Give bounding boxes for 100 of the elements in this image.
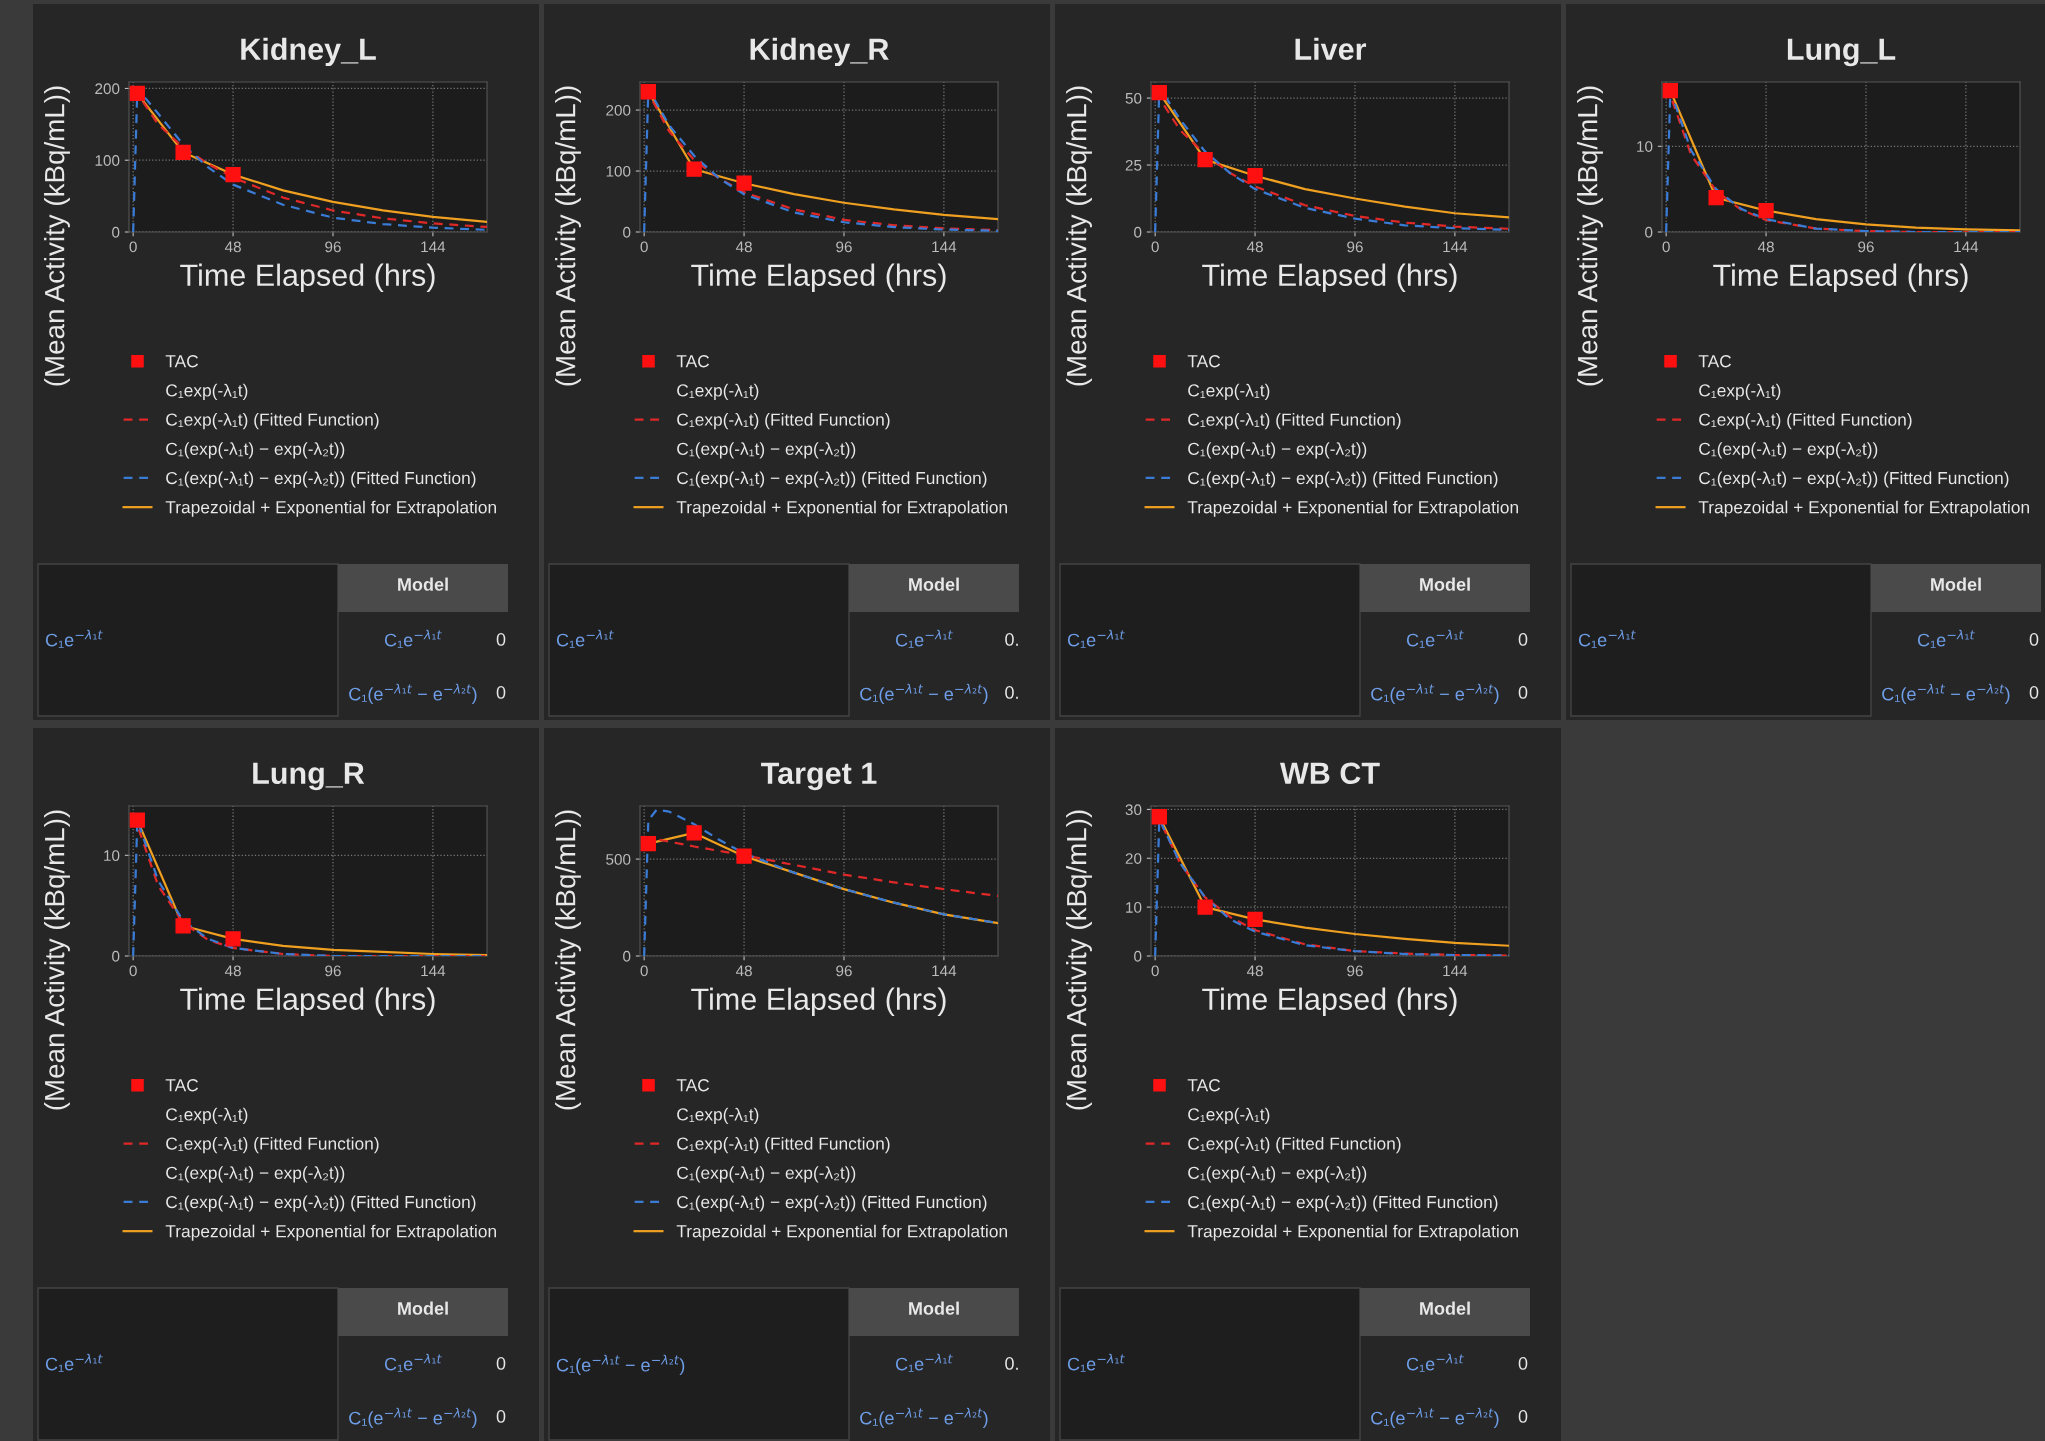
legend-label: Trapezoidal + Exponential for Extrapolation: [165, 500, 496, 517]
text: C₁e$^{−λ₁t}$: [384, 629, 442, 648]
point: [1197, 899, 1213, 915]
text: Model: [1931, 577, 1981, 591]
text: C₁(e$^{−λ₁t}$ − e$^{−λ₂t}$): [349, 683, 477, 705]
point: [175, 918, 191, 934]
text: 0.: [1005, 686, 1018, 699]
y-tick-label: 100: [95, 155, 120, 166]
y-tick-label: 0: [112, 226, 120, 238]
y-axis-title: (Mean Activity (kBq/mL)): [555, 810, 581, 1110]
point: [1247, 168, 1263, 184]
x-tick-label: 48: [735, 241, 752, 253]
text: Model: [909, 577, 959, 591]
legend-label: TAC: [676, 1079, 710, 1092]
text: C₁e$^{−λ₁t}$: [895, 1353, 953, 1372]
x-tick-label: 144: [421, 241, 446, 253]
y-tick-label: 30: [1125, 804, 1142, 816]
point: [1708, 190, 1724, 206]
point: [686, 825, 702, 841]
y-tick-label: 0: [623, 226, 631, 238]
y-tick-label: 10: [1126, 902, 1142, 913]
text: C₁e$^{−λ₁t}$: [1406, 629, 1464, 648]
point: [225, 166, 241, 183]
text: C₁(e$^{−λ₁t}$ − e$^{−λ₂t}$): [1371, 683, 1499, 705]
text: C₁e$^{−λ₁t}$: [45, 1353, 103, 1372]
text: C₁(e$^{−λ₁t}$ − e$^{−λ₂t}$): [1371, 1407, 1499, 1429]
point: [175, 144, 191, 160]
y-tick-label: 10: [104, 850, 120, 862]
y-axis-title: (Mean Activity (kBq/mL)): [555, 86, 581, 386]
text: C₁(e$^{−λ₁t}$ − e$^{−λ₂t}$): [860, 683, 988, 705]
y-tick-label: 20: [1125, 853, 1142, 864]
x-axis-title: Time Elapsed (hrs): [691, 987, 946, 1017]
text: Model: [1420, 577, 1470, 591]
point: [1151, 85, 1167, 101]
point: [129, 812, 145, 828]
x-axis-title: Time Elapsed (hrs): [691, 263, 946, 293]
x-tick-label: 0: [1151, 241, 1159, 253]
point: [225, 931, 241, 947]
text: C₁exp(-λ₁t): [1699, 383, 1781, 401]
legend-label: Trapezoidal + Exponential for Extrapolation: [165, 1224, 496, 1241]
x-tick-label: 96: [1347, 241, 1363, 253]
x-tick-label: 144: [932, 965, 957, 977]
legend-label: Trapezoidal + Exponential for Extrapolation: [1187, 1224, 1518, 1241]
text: Model: [398, 1301, 448, 1315]
chart-title: Lung_R: [253, 762, 365, 791]
text: C₁(e$^{−λ₁t}$ − e$^{−λ₂t}$): [1882, 683, 2010, 705]
y-axis-title: (Mean Activity (kBq/mL)): [44, 86, 70, 386]
x-tick-label: 48: [735, 965, 752, 977]
chart-title: WB CT: [1279, 762, 1380, 785]
x-tick-label: 0: [1151, 965, 1159, 977]
x-tick-label: 48: [1246, 965, 1263, 977]
text: C₁(exp(-λ₁t) − exp(-λ₂t)): [1188, 442, 1367, 459]
legend-label: C₁exp(-λ₁t) (Fitted Function): [1699, 413, 1912, 430]
legend-label: C₁(exp(-λ₁t) − exp(-λ₂t)) (Fitted Function): [166, 1195, 476, 1212]
legend-label: C₁exp(-λ₁t) (Fitted Function): [166, 1137, 379, 1154]
text: Model: [1420, 1301, 1470, 1315]
text: C₁(e$^{−λ₁t}$ − e$^{−λ₂t}$): [349, 1407, 477, 1429]
text: C₁e$^{−λ₁t}$: [1067, 1353, 1125, 1372]
x-tick-label: 144: [1954, 241, 1979, 253]
legend-label: C₁(exp(-λ₁t) − exp(-λ₂t)) (Fitted Function): [1188, 471, 1498, 488]
text: C₁e$^{−λ₁t}$: [1067, 629, 1125, 648]
text: C₁e$^{−λ₁t}$: [384, 1353, 442, 1372]
text: Model: [909, 1301, 959, 1315]
chart-title: Lung_L: [1787, 38, 1896, 67]
x-axis-title: Time Elapsed (hrs): [1713, 263, 1968, 293]
text: C₁exp(-λ₁t): [677, 383, 759, 401]
legend-label: C₁(exp(-λ₁t) − exp(-λ₂t)) (Fitted Function): [677, 471, 987, 488]
legend-label: TAC: [1187, 355, 1221, 368]
text: C₁e$^{−λ₁t}$: [1917, 629, 1975, 648]
point: [1662, 82, 1678, 99]
text: 0: [1518, 1410, 1528, 1423]
legend-label: C₁(exp(-λ₁t) − exp(-λ₂t)) (Fitted Function): [1188, 1195, 1498, 1212]
legend-label: C₁exp(-λ₁t) (Fitted Function): [166, 413, 379, 430]
x-tick-label: 48: [224, 241, 241, 253]
text: C₁e$^{−λ₁t}$: [895, 629, 953, 648]
x-tick-label: 48: [224, 965, 241, 977]
text: C₁exp(-λ₁t): [166, 1107, 248, 1125]
y-tick-label: 25: [1125, 159, 1142, 171]
x-tick-label: 96: [836, 241, 852, 253]
text: 0: [2029, 633, 2039, 646]
text: 0.: [1005, 633, 1018, 646]
text: 0: [1518, 686, 1528, 699]
text: C₁e$^{−λ₁t}$: [1578, 629, 1636, 648]
x-tick-label: 0: [129, 241, 137, 253]
x-tick-label: 48: [1757, 241, 1774, 253]
x-tick-label: 144: [932, 241, 957, 253]
text: C₁exp(-λ₁t): [1188, 383, 1270, 401]
text: Model: [398, 577, 448, 591]
text: 0: [496, 1357, 506, 1370]
text: C₁(exp(-λ₁t) − exp(-λ₂t)): [677, 1166, 856, 1183]
y-tick-label: 100: [606, 165, 631, 177]
line-series: [643, 808, 998, 956]
text: C₁(exp(-λ₁t) − exp(-λ₂t)): [166, 442, 345, 459]
legend-label: C₁exp(-λ₁t) (Fitted Function): [1188, 1137, 1401, 1154]
legend-label: Trapezoidal + Exponential for Extrapolation: [676, 500, 1007, 517]
text: 0.: [1005, 1357, 1018, 1370]
text: 0: [496, 1410, 506, 1423]
x-axis-title: Time Elapsed (hrs): [1202, 263, 1457, 293]
x-axis-title: Time Elapsed (hrs): [180, 263, 435, 293]
legend-label: TAC: [165, 1079, 199, 1092]
